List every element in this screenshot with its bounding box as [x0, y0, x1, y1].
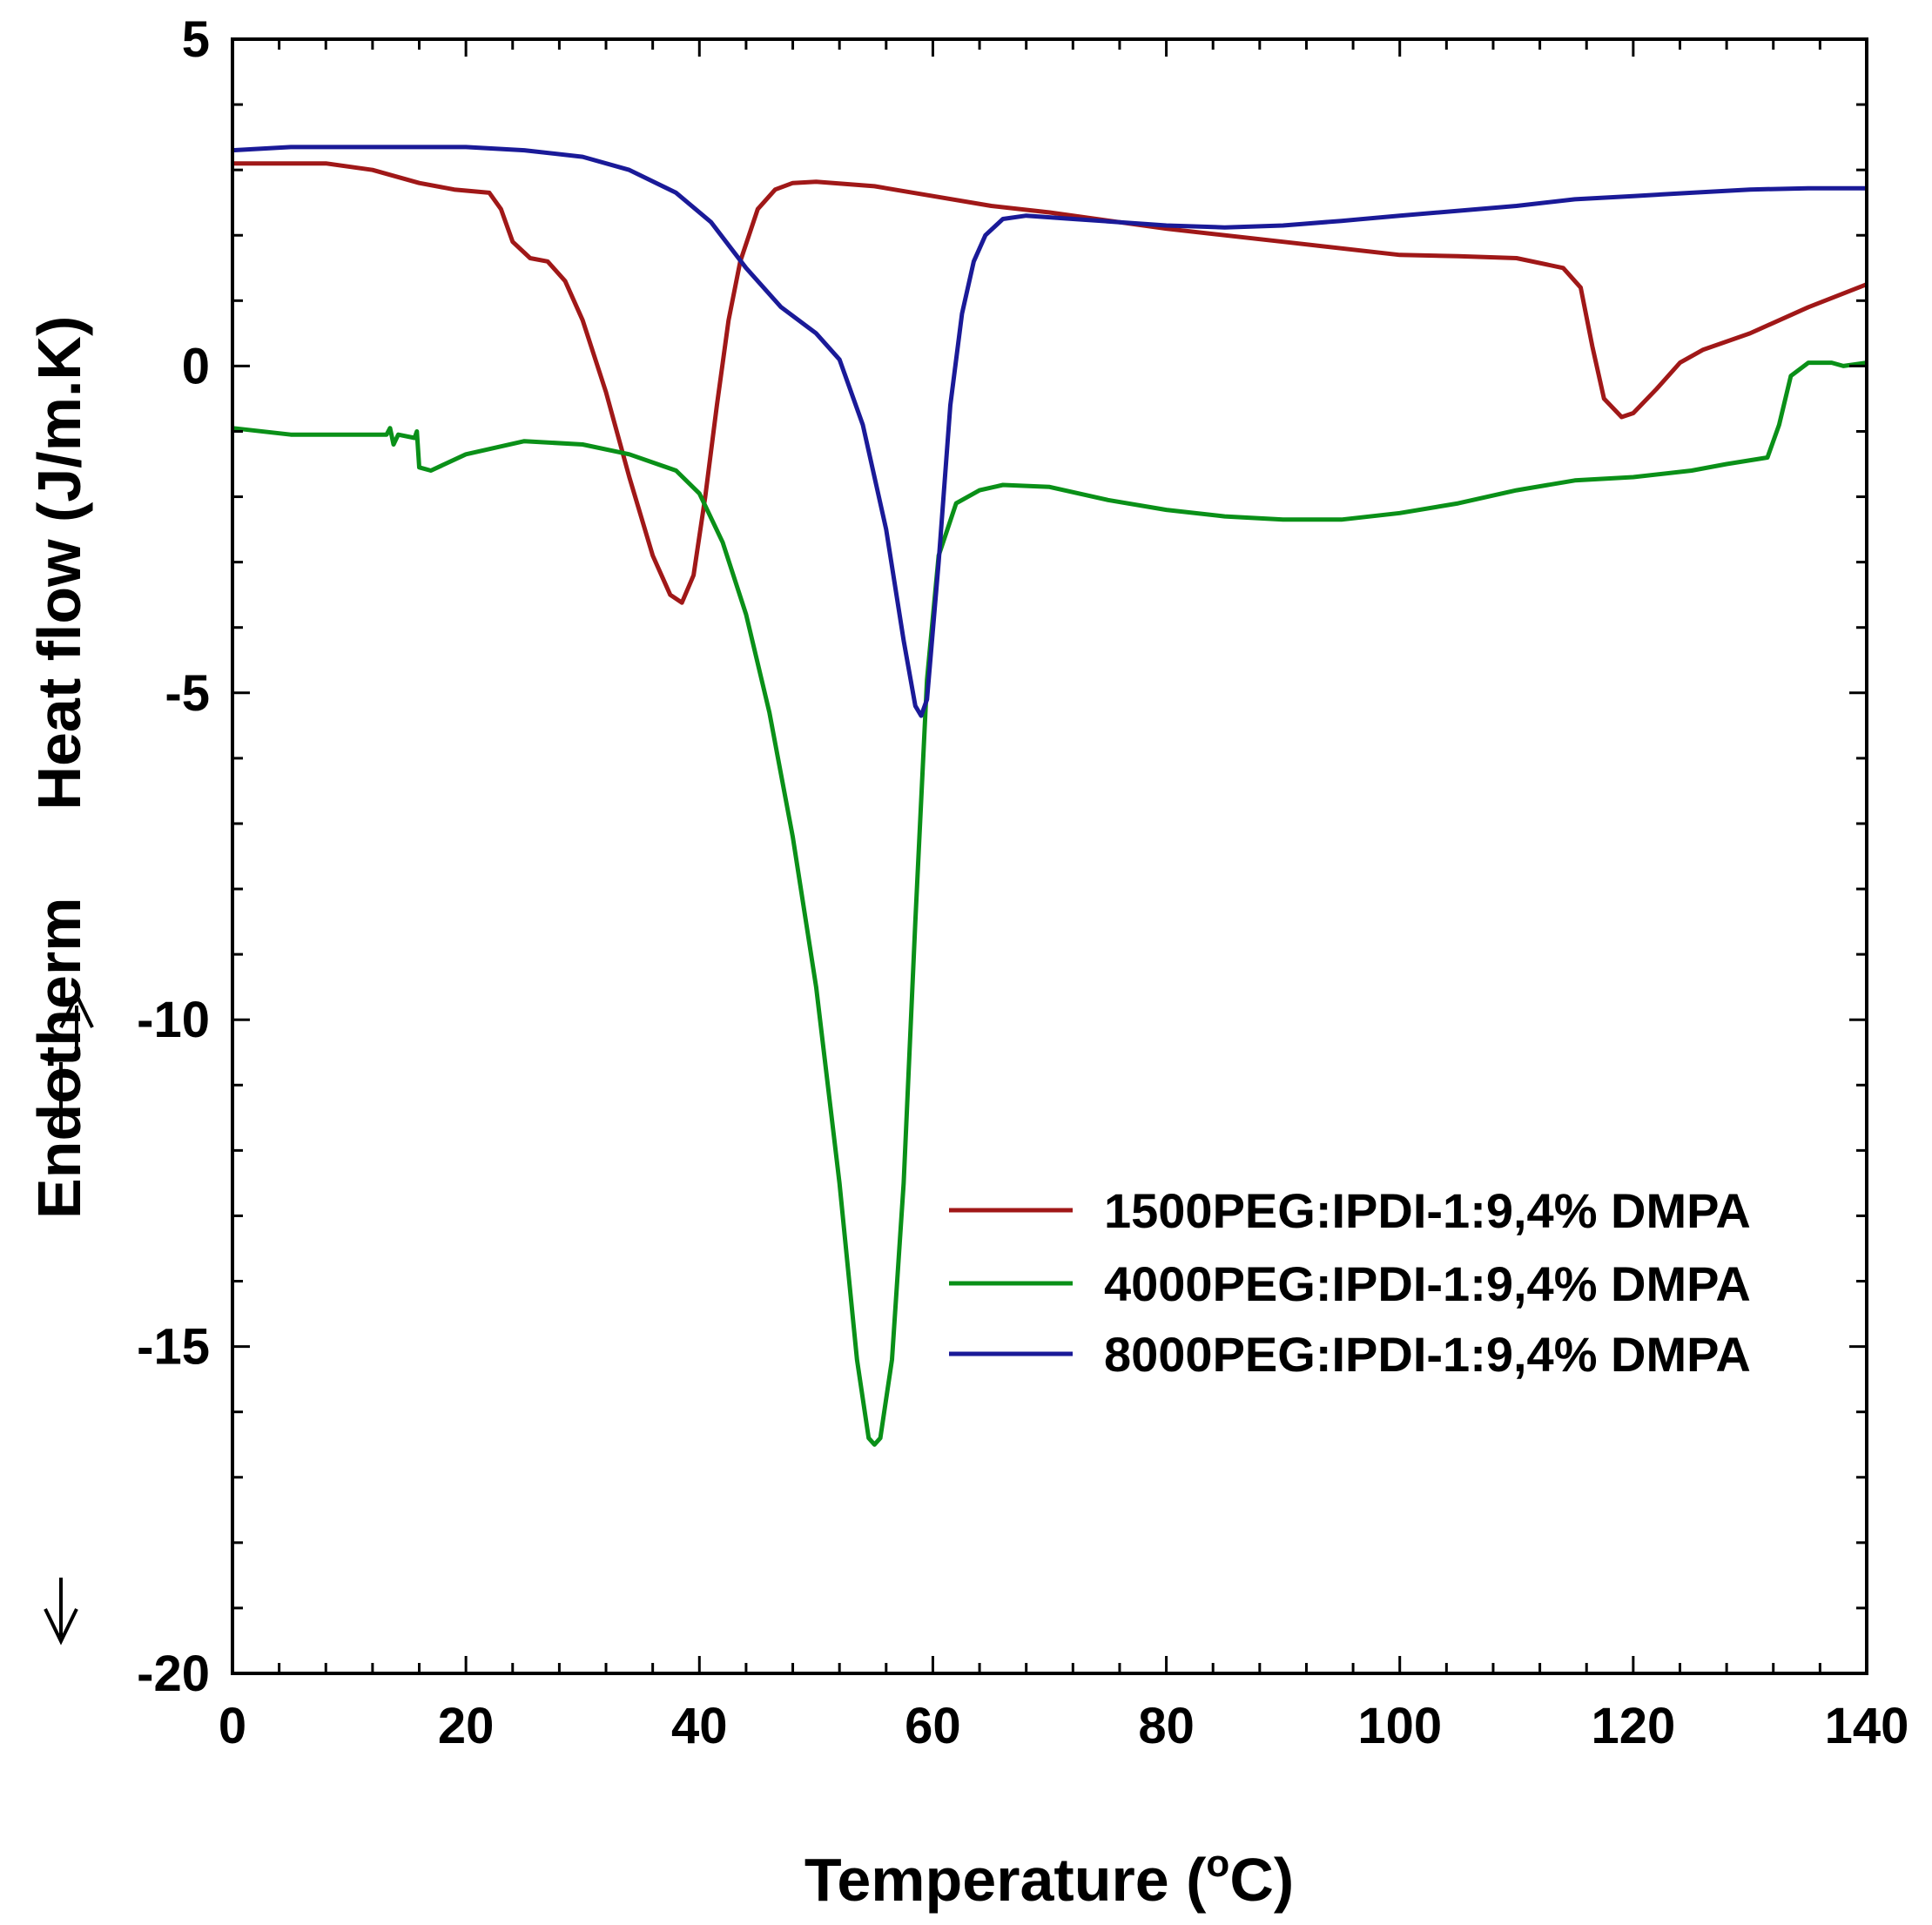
- legend: 1500PEG:IPDI-1:9,4% DMPA 4000PEG:IPDI-1:…: [949, 1183, 1751, 1382]
- series-line-1: [232, 161, 1868, 605]
- series-line-2: [232, 360, 1868, 1447]
- svg-text:EndothermHeat flow (J/m.K): Endotherm Heat flow (J/m.K): [25, 316, 93, 1219]
- x-tick-label: 40: [671, 1698, 728, 1754]
- x-tick-label: 60: [905, 1698, 961, 1754]
- y-tick-label: 5: [182, 11, 210, 68]
- x-tick-label: 0: [219, 1698, 246, 1754]
- axis-ticks: [231, 37, 1868, 1675]
- y-axis-label: Heat flow (J/m.K): [25, 316, 93, 811]
- legend-label-8000: 8000PEG:IPDI-1:9,4% DMPA: [1104, 1327, 1751, 1382]
- y-axis-title: Endotherm Heat flow (J/m.K): [25, 316, 93, 1219]
- series-curves: [232, 145, 1868, 1447]
- endotherm-arrow-icon: [44, 991, 94, 1646]
- x-axis-title: Temperature (oC): [804, 1842, 1294, 1914]
- plot-frame: [231, 37, 1868, 1675]
- y-tick-label: 0: [182, 338, 210, 394]
- x-tick-label: 140: [1825, 1698, 1909, 1754]
- y-tick-label: -15: [137, 1319, 210, 1376]
- x-tick-label: 80: [1138, 1698, 1195, 1754]
- x-tick-label: 20: [438, 1698, 495, 1754]
- y-axis-prefix: Endotherm: [25, 898, 93, 1219]
- x-tick-label: 120: [1591, 1698, 1675, 1754]
- tick-labels: 0 20 40 60 80 100 120 140 5 0 -5 -10 -15 -20: [137, 11, 1908, 1754]
- series-line-3: [232, 145, 1867, 718]
- y-tick-label: -10: [137, 992, 210, 1048]
- y-tick-label: -20: [137, 1646, 210, 1702]
- legend-label-1500: 1500PEG:IPDI-1:9,4% DMPA: [1104, 1183, 1751, 1238]
- y-tick-label: -5: [165, 665, 210, 722]
- x-tick-label: 100: [1357, 1698, 1442, 1754]
- legend-label-4000: 4000PEG:IPDI-1:9,4% DMPA: [1104, 1256, 1751, 1311]
